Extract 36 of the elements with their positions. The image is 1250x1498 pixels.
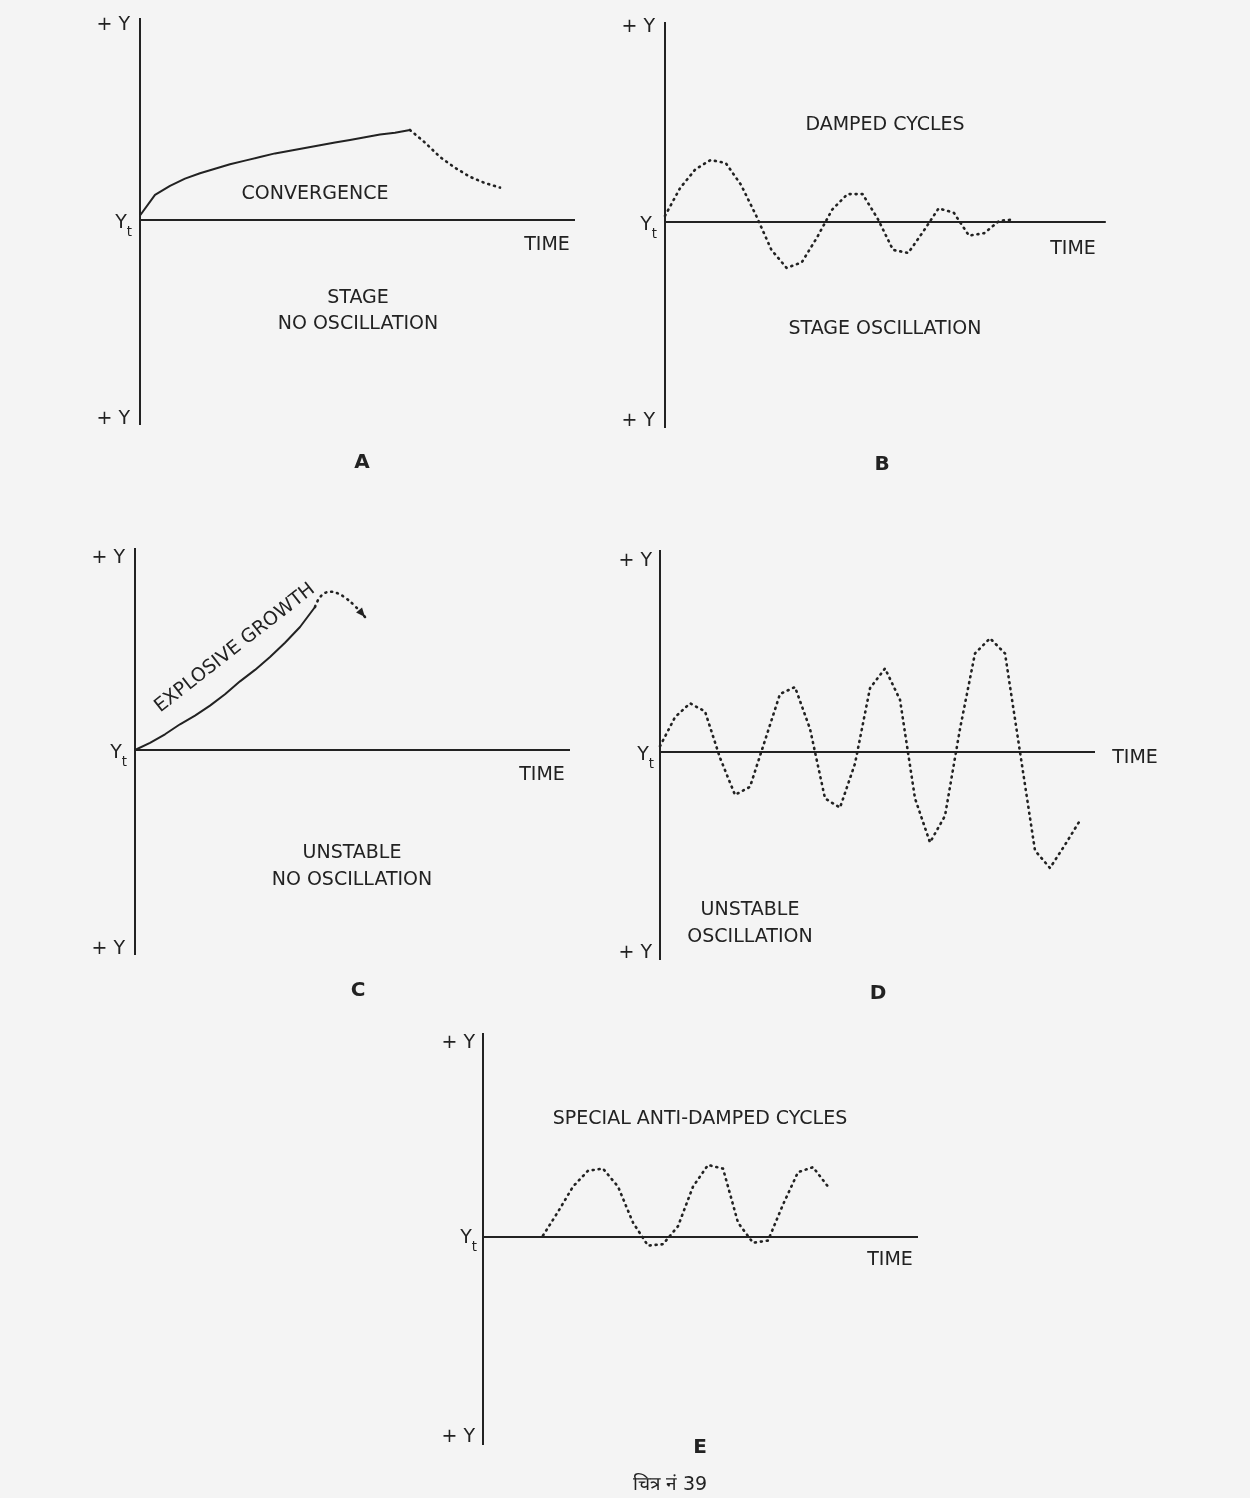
annotation: CONVERGENCE — [241, 181, 389, 203]
x-axis-title: TIME — [866, 1247, 913, 1269]
text: B — [874, 451, 890, 475]
text: C — [350, 977, 366, 1001]
x-axis-title: TIME — [1049, 236, 1096, 258]
text: + Y — [618, 940, 653, 962]
text: Y$_{t}$ — [114, 210, 132, 239]
text: D — [869, 980, 887, 1004]
text: Y$_{t}$ — [459, 1225, 477, 1254]
text: Y$_{t}$ — [109, 740, 127, 769]
x-axis-title: TIME — [518, 762, 565, 784]
text: + Y — [441, 1424, 476, 1446]
text: UNSTABLE — [302, 840, 402, 862]
text: UNSTABLE — [700, 897, 800, 919]
text: NO OSCILLATION — [271, 867, 433, 889]
text: + Y — [621, 408, 656, 430]
text: E — [693, 1434, 707, 1458]
text: DAMPED CYCLES — [805, 112, 965, 134]
text: + Y — [91, 936, 126, 958]
x-axis-title: TIME — [523, 232, 570, 254]
x-axis-title: TIME — [1111, 745, 1158, 767]
text: + Y — [91, 545, 126, 567]
text: STAGE — [327, 285, 389, 307]
text: + Y — [96, 12, 131, 34]
text: + Y — [96, 406, 131, 428]
text: OSCILLATION — [687, 924, 813, 946]
text: + Y — [441, 1030, 476, 1052]
text: A — [354, 449, 371, 473]
text: Y$_{t}$ — [639, 212, 657, 241]
text: + Y — [621, 14, 656, 36]
text: STAGE OSCILLATION — [788, 316, 982, 338]
text: चित्र नं 39 — [632, 1472, 708, 1494]
text: Y$_{t}$ — [636, 742, 654, 771]
text: SPECIAL ANTI-DAMPED CYCLES — [552, 1106, 848, 1128]
text: + Y — [618, 548, 653, 570]
text: NO OSCILLATION — [277, 311, 439, 333]
